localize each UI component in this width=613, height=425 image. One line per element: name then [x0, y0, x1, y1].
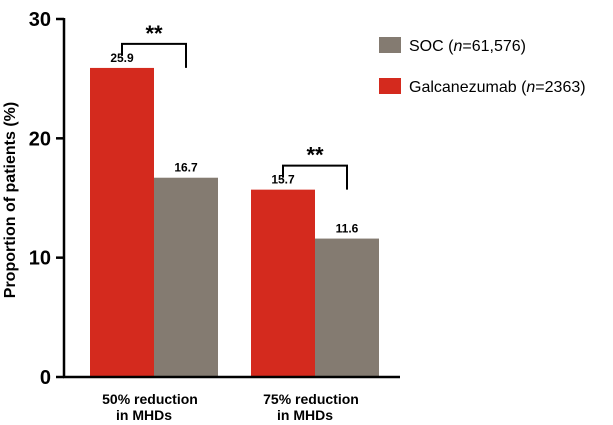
significance-marker-50-reduction: **	[145, 21, 163, 46]
y-tick-label-10: 10	[29, 248, 51, 270]
legend-series-name: Galcanezumab (	[409, 79, 527, 96]
legend-n-value: =2363)	[535, 79, 585, 96]
data-labels-group: 25.9 16.7 15.7 11.6	[110, 51, 358, 236]
category-label-75-reduction: 75% reduction in MHDs	[263, 391, 359, 423]
data-label-soc-75-reduction: 11.6	[336, 222, 359, 236]
legend-n-value: =61,576)	[462, 38, 526, 55]
legend-label-soc: SOC (n=61,576)	[409, 38, 526, 55]
category-label-line: 75% reduction	[263, 391, 359, 407]
bar-soc-50-reduction	[154, 177, 218, 377]
significance-group: ** **	[121, 21, 348, 190]
category-label-line: in MHDs	[277, 407, 333, 423]
bar-galcanezumab-50-reduction	[90, 67, 154, 377]
legend-swatch-galcanezumab	[379, 78, 401, 94]
y-tick-label-30: 30	[29, 9, 51, 31]
significance-bracket-75-reduction	[282, 164, 348, 190]
legend-swatch-soc	[379, 37, 401, 53]
y-axis-title-group: Proportion of patients (%)	[2, 102, 19, 298]
y-tick-label-0: 0	[40, 367, 51, 389]
axes-group	[62, 18, 400, 379]
category-label-line: 50% reduction	[102, 391, 198, 407]
legend-label-galcanezumab: Galcanezumab (n=2363)	[409, 79, 586, 96]
legend-series-name: SOC (	[409, 38, 454, 55]
y-tick-label-20: 20	[29, 128, 51, 150]
legend-n-symbol: n	[453, 38, 462, 55]
bars-group	[90, 67, 379, 377]
bar-soc-75-reduction	[315, 238, 379, 377]
significance-marker-75-reduction: **	[306, 143, 324, 168]
category-label-50-reduction: 50% reduction in MHDs	[102, 391, 198, 423]
bar-galcanezumab-75-reduction	[251, 189, 315, 377]
legend: SOC (n=61,576)Galcanezumab (n=2363)	[379, 37, 586, 96]
y-axis-title: Proportion of patients (%)	[2, 102, 19, 298]
category-label-line: in MHDs	[116, 407, 172, 423]
significance-bracket-50-reduction	[121, 42, 187, 68]
data-label-galcanezumab-75-reduction: 15.7	[271, 173, 295, 187]
y-ticks-group: 0 10 20 30	[29, 9, 64, 389]
legend-n-symbol: n	[526, 79, 535, 96]
data-label-galcanezumab-50-reduction: 25.9	[110, 51, 134, 65]
data-label-soc-50-reduction: 16.7	[174, 161, 198, 175]
